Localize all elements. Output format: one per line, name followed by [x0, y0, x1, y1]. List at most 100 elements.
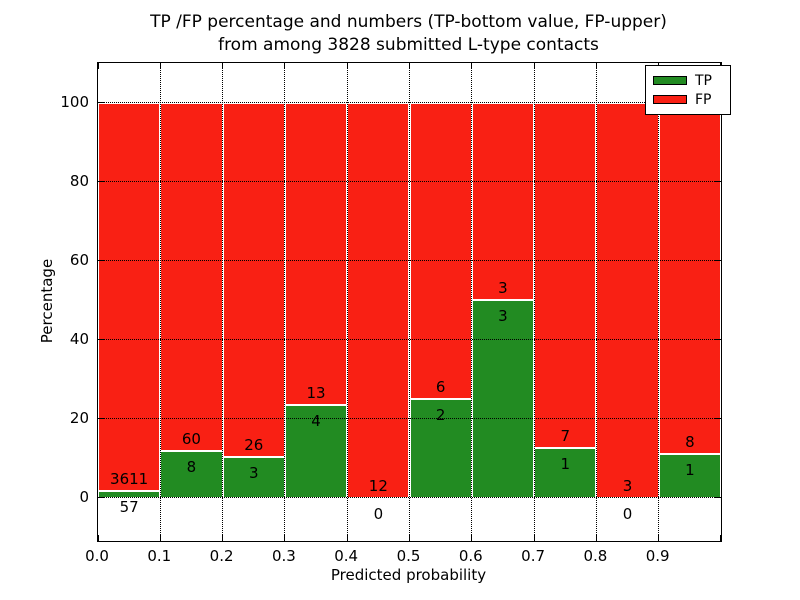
legend-row: FP	[653, 92, 723, 108]
y-tick-label: 80	[69, 171, 89, 190]
y-tick-mark	[715, 418, 721, 420]
fp-count-label: 6	[435, 377, 446, 396]
x-tick-mark	[98, 63, 99, 69]
fp-count-label: 60	[181, 430, 201, 449]
x-tick-mark	[595, 63, 597, 69]
tp-count-label: 3	[248, 463, 259, 482]
x-tick-label: 0.2	[209, 547, 234, 565]
bar-fp-segment	[534, 102, 597, 449]
bar-fp-segment	[347, 102, 410, 498]
chart-title: TP /FP percentage and numbers (TP-bottom…	[97, 11, 720, 57]
x-tick-label: 0.6	[458, 547, 483, 565]
legend-label: FP	[695, 91, 712, 108]
legend-label: TP	[695, 72, 712, 89]
tp-count-label: 3	[498, 307, 508, 326]
fp-count-label: 13	[306, 383, 326, 402]
tp-count-label: 1	[685, 460, 695, 479]
tp-count-label: 8	[186, 458, 197, 477]
v-gridline	[658, 63, 660, 541]
tp-count-label: 4	[311, 411, 321, 430]
bar-fp-segment	[658, 102, 721, 454]
fp-count-label: 7	[560, 427, 571, 446]
x-tick-label: 0.1	[147, 547, 172, 565]
v-gridline	[284, 63, 286, 541]
fp-swatch-icon	[653, 95, 687, 104]
tp-count-label: 2	[435, 405, 446, 424]
y-tick-mark	[98, 181, 104, 182]
x-tick-mark	[222, 535, 224, 541]
v-gridline	[159, 63, 161, 541]
y-tick-label: 20	[69, 408, 89, 427]
h-gridline	[98, 497, 721, 499]
x-tick-mark	[346, 535, 348, 541]
v-gridline	[409, 63, 410, 541]
x-tick-mark	[409, 63, 410, 69]
y-tick-mark	[98, 102, 104, 103]
y-tick-mark	[98, 260, 104, 262]
y-tick-mark	[715, 497, 721, 499]
tp-count-label: 0	[622, 504, 633, 523]
y-tick-mark	[98, 339, 104, 341]
x-tick-label: 0.4	[334, 547, 359, 565]
h-gridline	[98, 418, 721, 420]
bar-tp-segment	[409, 398, 472, 498]
legend-row: TP	[653, 73, 723, 89]
y-tick-mark	[715, 260, 721, 262]
x-tick-mark	[284, 535, 286, 541]
plot-area: 3611 57 60 8 26 3 13 4 12 0 6 2 3 3 7 1 3 0 8 1	[97, 62, 722, 542]
tp-swatch-icon	[653, 76, 687, 85]
h-gridline	[98, 339, 721, 341]
x-tick-label: 0.0	[85, 547, 109, 565]
chart-title-line2: from among 3828 submitted L-type contact…	[218, 35, 599, 55]
x-tick-label: 0.3	[271, 547, 296, 565]
x-tick-mark	[533, 535, 535, 541]
fp-count-label: 12	[368, 476, 388, 495]
x-tick-mark	[409, 535, 410, 541]
h-gridline	[98, 181, 721, 182]
y-tick-label: 40	[69, 329, 89, 348]
h-gridline	[98, 260, 721, 262]
y-tick-mark	[98, 497, 104, 499]
v-gridline	[471, 63, 473, 541]
bar-tp-segment	[98, 491, 161, 498]
x-tick-mark	[533, 63, 535, 69]
fp-count-label: 3611	[110, 470, 149, 489]
bar-fp-segment	[160, 102, 223, 452]
x-tick-label: 0.7	[521, 547, 546, 565]
bar-tp-segment	[658, 453, 721, 498]
bar-fp-segment	[471, 102, 535, 301]
x-tick-mark	[595, 535, 597, 541]
legend: TP FP	[645, 65, 731, 115]
bar-fp-segment	[284, 102, 348, 405]
bar-tp-segment	[160, 451, 223, 498]
y-tick-label: 100	[60, 92, 89, 111]
x-tick-mark	[222, 63, 224, 69]
x-tick-mark	[471, 535, 473, 541]
chart-title-line1: TP /FP percentage and numbers (TP-bottom…	[150, 12, 667, 32]
fp-count-label: 26	[244, 435, 264, 454]
tp-count-label: 0	[373, 504, 384, 523]
bar-fp-segment	[409, 102, 472, 399]
v-gridline	[346, 63, 348, 541]
v-gridline	[222, 63, 224, 541]
y-tick-label: 0	[79, 487, 89, 506]
x-tick-mark	[159, 63, 161, 69]
bar-fp-segment	[98, 102, 161, 492]
x-axis-label: Predicted probability	[330, 566, 487, 584]
tp-count-label: 57	[119, 498, 139, 517]
v-gridline	[595, 63, 597, 541]
x-tick-mark	[658, 535, 660, 541]
y-tick-mark	[715, 339, 721, 341]
x-tick-mark	[346, 63, 348, 69]
x-tick-label: 0.9	[645, 547, 670, 565]
h-gridline	[98, 102, 721, 103]
x-tick-label: 0.8	[583, 547, 608, 565]
x-tick-mark	[471, 63, 473, 69]
tp-count-label: 1	[560, 455, 571, 474]
v-gridline	[533, 63, 535, 541]
y-tick-mark	[715, 181, 721, 182]
x-tick-mark	[284, 63, 286, 69]
bar-fp-segment	[596, 102, 659, 498]
bar-fp-segment	[222, 102, 285, 457]
